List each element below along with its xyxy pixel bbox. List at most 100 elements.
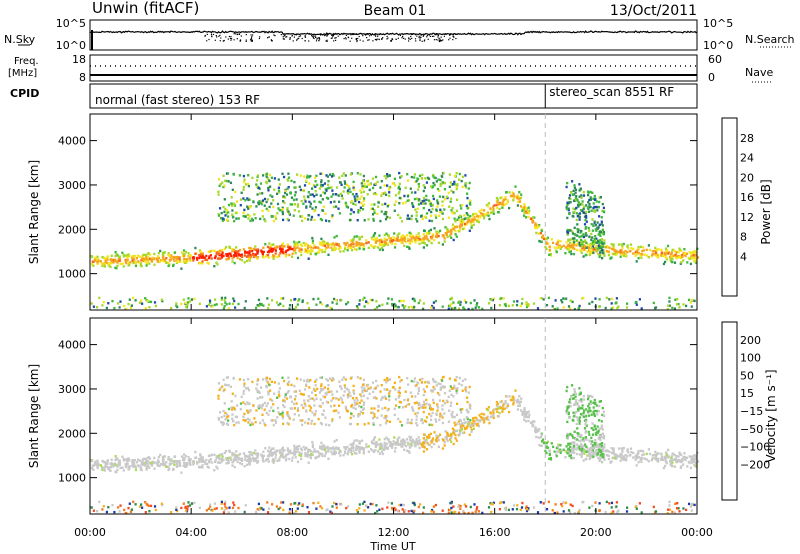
velocity-cell: [503, 402, 506, 405]
velocity-cell: [145, 460, 148, 463]
power-cell: [97, 259, 100, 262]
velocity-cell: [511, 398, 514, 401]
noise-search-point: [453, 36, 455, 38]
power-cell: [237, 250, 240, 253]
velocity-cell: [626, 449, 629, 452]
noise-search-point: [366, 33, 368, 35]
power-cell: [358, 237, 361, 241]
power-cell: [122, 255, 125, 258]
noise-search-point: [357, 37, 359, 40]
power-cell: [306, 174, 309, 177]
velocity-cell: [308, 404, 311, 408]
velocity-cell: [386, 419, 389, 423]
power-cell: [307, 218, 310, 221]
noise-search-point: [386, 35, 388, 37]
noise-search-point: [418, 35, 420, 37]
power-cell: [435, 233, 438, 236]
velocity-cell: [452, 387, 455, 390]
noise-search-point: [356, 39, 358, 42]
power-cell: [321, 240, 324, 243]
velocity-cell: [322, 395, 325, 398]
freq-right-tick-top: 60: [708, 53, 722, 66]
power-cell: [610, 256, 613, 259]
noise-search-point: [318, 37, 320, 39]
velocity-cell: [370, 411, 373, 414]
power-cell: [456, 198, 459, 201]
noise-search-point: [322, 34, 324, 36]
power-cell: [516, 196, 519, 199]
power-cell: [337, 194, 340, 197]
velocity-cell: [281, 410, 284, 413]
power-cell: [371, 298, 374, 302]
noise-search-point: [395, 38, 397, 40]
power-cell: [201, 260, 204, 263]
power-cell: [569, 201, 572, 204]
power-cell: [101, 263, 104, 266]
velocity-cell: [400, 445, 403, 448]
velocity-cell: [384, 416, 387, 420]
power-cell: [273, 177, 276, 180]
power-cell: [594, 239, 597, 242]
velocity-cell: [201, 458, 204, 461]
power-cell: [626, 251, 629, 254]
power-cell: [316, 251, 319, 255]
power-cell: [183, 255, 186, 258]
power-cell: [592, 251, 595, 254]
velocity-cell: [607, 449, 610, 453]
power-cell: [540, 229, 543, 233]
power-cell: [495, 203, 498, 207]
power-cell: [301, 300, 304, 304]
power-cell: [139, 262, 143, 265]
power-cell: [411, 240, 414, 243]
velocity-cell: [381, 407, 384, 410]
power-cell: [403, 244, 406, 247]
noise-search-point: [433, 39, 436, 41]
velocity-cell: [276, 396, 279, 399]
power-cell: [241, 255, 244, 258]
power-cell: [358, 246, 361, 249]
power-cell: [303, 198, 306, 201]
velocity-cell: [425, 398, 428, 402]
velocity-cell: [101, 467, 104, 470]
power-cell: [344, 243, 347, 247]
power-cell: [480, 212, 483, 215]
velocity-cell: [307, 422, 310, 425]
velocity-cell: [239, 402, 243, 405]
noise-search-point: [437, 34, 439, 36]
power-cell: [545, 304, 549, 307]
power-cell: [418, 198, 421, 201]
power-cell: [162, 257, 165, 261]
power-cell: [592, 197, 595, 200]
power-cell: [198, 256, 201, 260]
velocity-cell: [453, 432, 456, 435]
power-cell: [361, 298, 364, 301]
velocity-cell: [612, 447, 615, 450]
power-cell: [213, 265, 216, 268]
velocity-cell: [630, 451, 633, 454]
velocity-cell: [92, 464, 95, 467]
power-cell: [156, 260, 159, 263]
noise-search-point: [251, 36, 253, 38]
noise-search-point: [415, 40, 417, 42]
power-cell: [541, 236, 544, 239]
power-cell: [453, 228, 456, 231]
power-cell: [413, 298, 416, 301]
power-cell: [230, 254, 233, 258]
power-cell: [378, 304, 381, 307]
power-cell: [298, 185, 301, 188]
velocity-cell: [263, 422, 266, 425]
velocity-cell: [198, 458, 201, 461]
power-cell: [598, 196, 601, 199]
power-cell: [454, 233, 457, 236]
noise-search-point: [390, 39, 392, 42]
velocity-cell: [651, 457, 654, 461]
power-cell: [284, 189, 287, 192]
power-cell: [293, 209, 296, 212]
velocity-cell: [466, 425, 469, 428]
velocity-cell: [486, 409, 490, 412]
velocity-cell: [432, 377, 435, 381]
velocity-cell: [329, 447, 332, 450]
velocity-cell: [143, 457, 146, 461]
velocity-cell: [256, 378, 260, 381]
